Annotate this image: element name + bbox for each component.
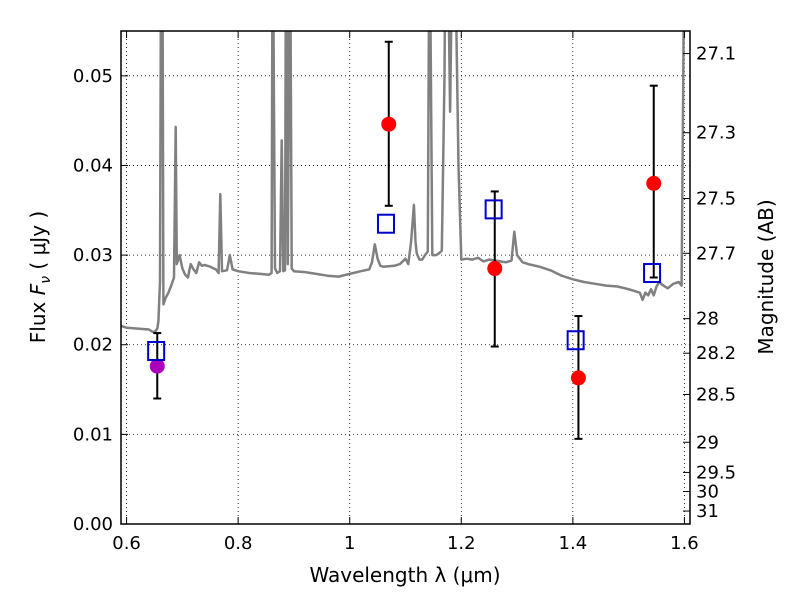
- y2-tick-label: 29: [696, 432, 719, 453]
- observed-points: [149, 116, 662, 386]
- model-point: [484, 199, 503, 220]
- x-tick-label: 1.4: [559, 533, 588, 554]
- model-point: [147, 341, 166, 362]
- x-tick-label: 0.6: [112, 533, 141, 554]
- grid: [121, 31, 690, 525]
- x-axis-label: Wavelength λ (μm): [309, 563, 500, 587]
- plot-frame: [120, 30, 691, 525]
- observed-point: [646, 175, 662, 191]
- y2-tick-label: 30: [696, 481, 719, 502]
- y2-tick-label: 28.2: [696, 343, 736, 364]
- x-tick-label: 1: [344, 533, 355, 554]
- model-point: [566, 330, 585, 351]
- y2-tick-label: 28: [696, 309, 719, 330]
- y2-tick-label: 29.5: [696, 462, 736, 483]
- y2-tick-label: 31: [696, 501, 719, 522]
- spectrum-line: [121, 31, 685, 334]
- y-axis-label-suffix: ( μJy ): [26, 211, 50, 276]
- y-axis-label-prefix: Flux: [26, 295, 50, 343]
- model-point: [643, 263, 662, 284]
- y-axis-label: Flux Fν ( μJy ): [26, 211, 54, 343]
- ticks: [121, 31, 690, 525]
- y-tick-label: 0.00: [73, 514, 113, 535]
- y-tick-label: 0.01: [73, 424, 113, 445]
- y-tick-label: 0.05: [73, 66, 113, 87]
- observed-point: [381, 116, 397, 132]
- y2-tick-label: 27.5: [696, 189, 736, 210]
- secondary-y-axis-label: Magnitude (AB): [754, 199, 778, 354]
- y-tick-label: 0.03: [73, 245, 113, 266]
- observed-point: [570, 370, 586, 386]
- model-point: [376, 213, 395, 234]
- y-axis-tick-labels: 0.00 0.01 0.02 0.03 0.04 0.05: [73, 66, 113, 535]
- y-tick-label: 0.04: [73, 155, 113, 176]
- y2-tick-label: 27.3: [696, 123, 736, 144]
- observed-point: [487, 261, 503, 277]
- x-tick-label: 1.6: [670, 533, 699, 554]
- y-axis-label-symbol: F: [26, 283, 50, 295]
- y-tick-label: 0.02: [73, 335, 113, 356]
- y2-tick-label: 28.5: [696, 384, 736, 405]
- model-points: [147, 199, 662, 362]
- y2-tick-label: 27.7: [696, 243, 736, 264]
- x-tick-label: 0.8: [224, 533, 253, 554]
- x-tick-label: 1.2: [447, 533, 476, 554]
- x-axis-tick-labels: 0.6 0.8 1 1.2 1.4 1.6: [112, 533, 698, 554]
- y-axis-label-subscript: ν: [38, 276, 54, 284]
- y2-tick-label: 27.1: [696, 44, 736, 65]
- observed-point: [149, 358, 165, 374]
